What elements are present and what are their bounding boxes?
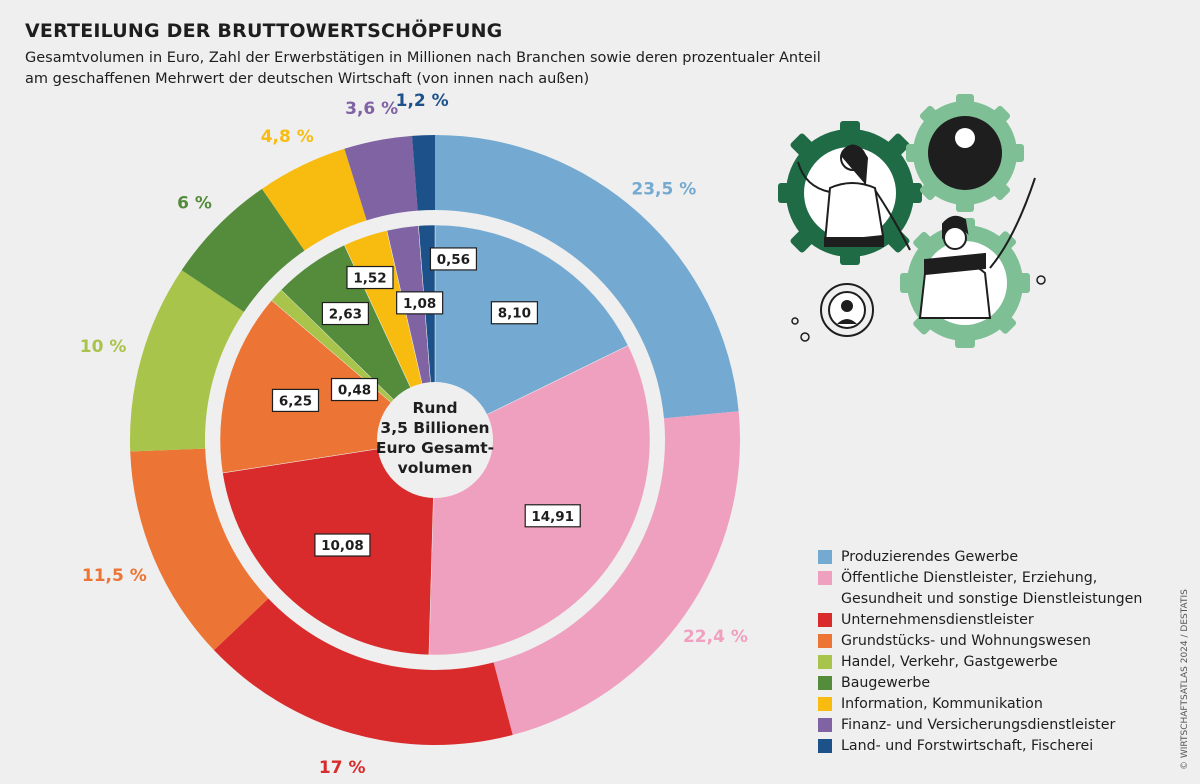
subtitle-line-1: Gesamtvolumen in Euro, Zahl der Erwerbst…	[25, 50, 821, 66]
legend-swatch	[818, 613, 832, 627]
legend-item: Unternehmensdienstleister	[818, 610, 1142, 631]
legend-label-line: Handel, Verkehr, Gastgewerbe	[841, 654, 1058, 670]
inner-value-label: 0,48	[338, 383, 371, 399]
legend-label: Finanz- und Versicherungsdienstleister	[841, 715, 1115, 736]
inner-value-box	[346, 265, 394, 290]
outer-slice	[435, 135, 739, 419]
legend-label-line: Öffentliche Dienstleister, Erziehung,	[841, 570, 1098, 586]
legend-label-line: Gesundheit und sonstige Dienstleistungen	[841, 591, 1143, 607]
inner-value-label: 14,91	[531, 509, 574, 525]
outer-slice	[412, 135, 435, 211]
inner-value-label: 1,52	[353, 271, 386, 287]
legend-label: Öffentliche Dienstleister, Erziehung, Ges…	[841, 568, 1142, 610]
inner-slice	[434, 224, 629, 441]
outer-slice-label: 17 %	[319, 758, 366, 778]
outer-slice-label: 3,6 %	[345, 99, 398, 119]
legend-swatch	[818, 739, 832, 753]
inner-value-label: 6,25	[279, 393, 312, 409]
legend-label: Information, Kommunikation	[841, 694, 1043, 715]
inner-value-box	[524, 504, 581, 528]
legend-swatch	[818, 550, 832, 564]
center-label-line: Euro Gesamt-	[376, 439, 494, 457]
legend-label: Handel, Verkehr, Gastgewerbe	[841, 652, 1058, 673]
legend-label-line: Information, Kommunikation	[841, 696, 1043, 712]
legend-item: Information, Kommunikation	[818, 694, 1142, 715]
legend-label-line: Unternehmensdienstleister	[841, 612, 1034, 628]
legend-label: Unternehmensdienstleister	[841, 610, 1034, 631]
outer-slice-label: 11,5 %	[82, 566, 147, 586]
inner-value-label: 10,08	[321, 538, 364, 554]
inner-value-box	[396, 291, 444, 315]
outer-slice	[344, 135, 418, 221]
inner-value-box	[330, 377, 379, 402]
center-label-line: Rund	[412, 399, 457, 417]
inner-value-box	[429, 247, 478, 271]
decor-dot	[1036, 275, 1046, 285]
inner-value-box	[321, 301, 369, 326]
outer-slice	[493, 411, 740, 735]
legend-label: Baugewerbe	[841, 673, 930, 694]
legend-item: Öffentliche Dienstleister, Erziehung, Ges…	[818, 568, 1142, 610]
decor-dot	[791, 317, 799, 325]
legend-label-line: Land- und Forstwirtschaft, Fischerei	[841, 738, 1094, 754]
outer-slice-label: 6 %	[177, 194, 212, 214]
legend-item: Grundstücks- und Wohnungswesen	[818, 631, 1142, 652]
gear-icon	[906, 94, 1024, 212]
legend-item: Baugewerbe	[818, 673, 1142, 694]
outer-slice-label: 23,5 %	[631, 180, 696, 200]
legend-label: Grundstücks- und Wohnungswesen	[841, 631, 1091, 652]
legend-label: Land- und Forstwirtschaft, Fischerei	[841, 736, 1093, 757]
inner-value-box	[271, 388, 320, 413]
legend-label-line: Grundstücks- und Wohnungswesen	[841, 633, 1091, 649]
outer-slice-label: 1,2 %	[396, 91, 449, 111]
outer-slice	[181, 188, 305, 312]
subtitle-line-2: am geschaffenen Mehrwert der deutschen W…	[25, 71, 590, 87]
chart-subtitle: Gesamtvolumen in Euro, Zahl der Erwerbst…	[25, 48, 821, 90]
gear-icon	[820, 283, 874, 337]
inner-value-box	[314, 533, 371, 557]
outer-slice	[130, 270, 244, 452]
outer-slice	[130, 448, 269, 651]
person-icon	[918, 177, 1036, 319]
outer-slice-label: 4,8 %	[261, 127, 314, 147]
center-label-line: 3,5 Billionen	[380, 419, 489, 437]
legend-item: Land- und Forstwirtschaft, Fischerei	[818, 736, 1142, 757]
legend-swatch	[818, 718, 832, 732]
inner-value-label: 0,56	[437, 252, 470, 268]
legend-swatch	[818, 676, 832, 690]
inner-value-label: 2,63	[329, 307, 362, 323]
legend-swatch	[818, 634, 832, 648]
person-icon	[797, 144, 911, 251]
outer-slice	[213, 598, 513, 745]
center-label-line: volumen	[398, 459, 473, 477]
center-circle	[377, 382, 493, 498]
decor-dot	[800, 332, 810, 342]
gears-people-illustration	[778, 94, 1046, 348]
inner-value-box	[490, 301, 539, 325]
legend-item: Handel, Verkehr, Gastgewerbe	[818, 652, 1142, 673]
legend-swatch	[818, 571, 832, 585]
legend-item: Finanz- und Versicherungsdienstleister	[818, 715, 1142, 736]
legend-label: Produzierendes Gewerbe	[841, 547, 1018, 568]
legend-item: Produzierendes Gewerbe	[818, 547, 1142, 568]
outer-slice-label: 10 %	[80, 337, 127, 357]
inner-value-label: 1,08	[403, 296, 436, 312]
outer-slice-label: 22,4 %	[683, 627, 748, 647]
chart-title: VERTEILUNG DER BRUTTOWERTSCHÖPFUNG	[25, 20, 503, 42]
legend-label-line: Baugewerbe	[841, 675, 931, 691]
source-credit: © WIRTSCHAFTSATLAS 2024 / DESTATIS	[1180, 589, 1190, 770]
inner-value-label: 8,10	[498, 306, 531, 322]
legend-label-line: Produzierendes Gewerbe	[841, 549, 1019, 565]
outer-slice	[261, 148, 367, 251]
legend-swatch	[818, 655, 832, 669]
chart-legend: Produzierendes Gewerbe Öffentliche Dienst…	[818, 547, 1142, 757]
legend-swatch	[818, 697, 832, 711]
legend-label-line: Finanz- und Versicherungsdienstleister	[841, 717, 1116, 733]
